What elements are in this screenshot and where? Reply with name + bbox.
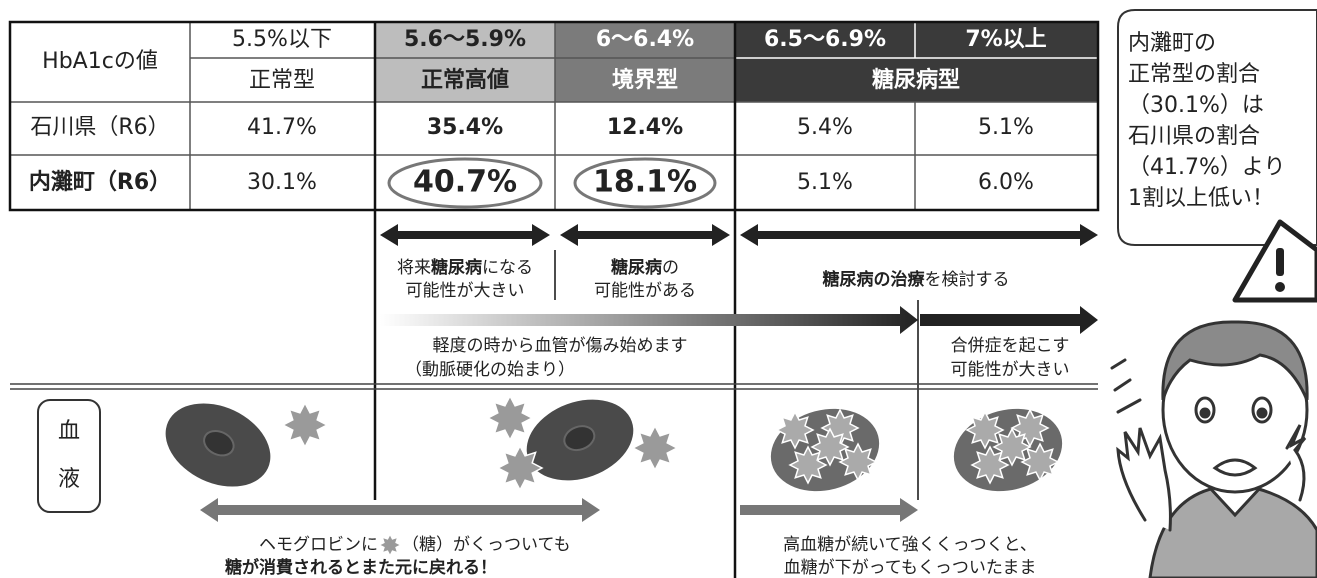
sugar — [1022, 444, 1058, 480]
cell: 35.4% — [427, 115, 503, 140]
cell: 40.7% — [413, 165, 517, 200]
callout-text: 内灘町の — [1128, 31, 1216, 56]
note: 可能性が大きい — [406, 281, 525, 301]
sugar — [379, 534, 401, 556]
irreversible-arrow — [740, 498, 918, 522]
label: 血 — [58, 419, 80, 444]
note: 可能性が大きい — [951, 360, 1070, 380]
note: 可能性がある — [594, 281, 696, 301]
progress-arrow — [380, 306, 918, 334]
sugar — [840, 444, 876, 480]
cell: 30.1% — [247, 170, 317, 195]
sugar — [967, 412, 1003, 448]
callout-text: 1割以上低い！ — [1128, 186, 1274, 211]
range: 5.5%以下 — [232, 27, 332, 52]
callout-text: （41.7%）より — [1128, 155, 1285, 180]
sugar — [777, 412, 813, 448]
type: 境界型 — [612, 67, 678, 93]
range-arrow — [380, 224, 1098, 246]
note: 将来糖尿病になる — [397, 257, 533, 278]
range: 6〜6.4% — [596, 27, 694, 52]
row-label: 内灘町（R6） — [29, 169, 171, 195]
callout-text: （30.1%）は — [1128, 93, 1264, 118]
note: 糖尿病の治療を検討する — [823, 269, 1010, 290]
caption: 糖が消費されるとまた元に戻れる！ — [225, 557, 497, 578]
cell: 6.0% — [978, 170, 1034, 195]
range: 7%以上 — [965, 27, 1046, 52]
header-label: HbA1cの値 — [42, 49, 158, 74]
note: 糖尿病の — [611, 257, 679, 278]
sugar — [994, 429, 1030, 465]
sugar — [283, 403, 327, 447]
type: 正常高値 — [421, 67, 509, 93]
caption: ヘモグロビンに — [259, 535, 378, 555]
row-label: 石川県（R6） — [30, 115, 169, 140]
cell: 5.4% — [797, 115, 853, 140]
cell: 5.1% — [978, 115, 1034, 140]
callout-text: 石川県の割合 — [1128, 124, 1260, 149]
caption: 高血糖が続いて強くくっつくと、 — [783, 535, 1037, 555]
note: （動脈硬化の始まり） — [405, 360, 575, 380]
cell: 12.4% — [607, 115, 683, 140]
reversible-arrow — [200, 498, 600, 522]
cell: 5.1% — [797, 170, 853, 195]
sugar — [488, 396, 532, 440]
sugar — [812, 429, 848, 465]
label-box — [38, 400, 100, 512]
warning-icon — [1276, 248, 1284, 276]
note: 合併症を起こす — [951, 336, 1070, 356]
range: 5.6〜5.9% — [404, 27, 526, 52]
sugar — [498, 446, 542, 490]
range: 6.5〜6.9% — [764, 27, 886, 52]
cell: 18.1% — [593, 165, 697, 200]
type: 糖尿病型 — [872, 67, 960, 93]
separator — [10, 384, 1098, 389]
infographic: HbA1cの値 5.5%以下 5.6〜5.9% 6〜6.4% 6.5〜6.9% … — [0, 0, 1317, 578]
warning-icon — [1275, 282, 1285, 292]
callout-text: 正常型の割合 — [1128, 62, 1260, 87]
character — [1112, 322, 1317, 578]
type: 正常型 — [249, 68, 315, 93]
cell: 41.7% — [247, 115, 317, 140]
progress-arrow — [920, 306, 1098, 334]
caption: 血糖が下がってもくっついたまま — [784, 558, 1037, 578]
label: 液 — [58, 467, 80, 492]
caption: （糖）がくっついても — [402, 535, 571, 555]
note: 軽度の時から血管が傷み始めます — [433, 336, 688, 356]
sugar — [633, 426, 677, 470]
